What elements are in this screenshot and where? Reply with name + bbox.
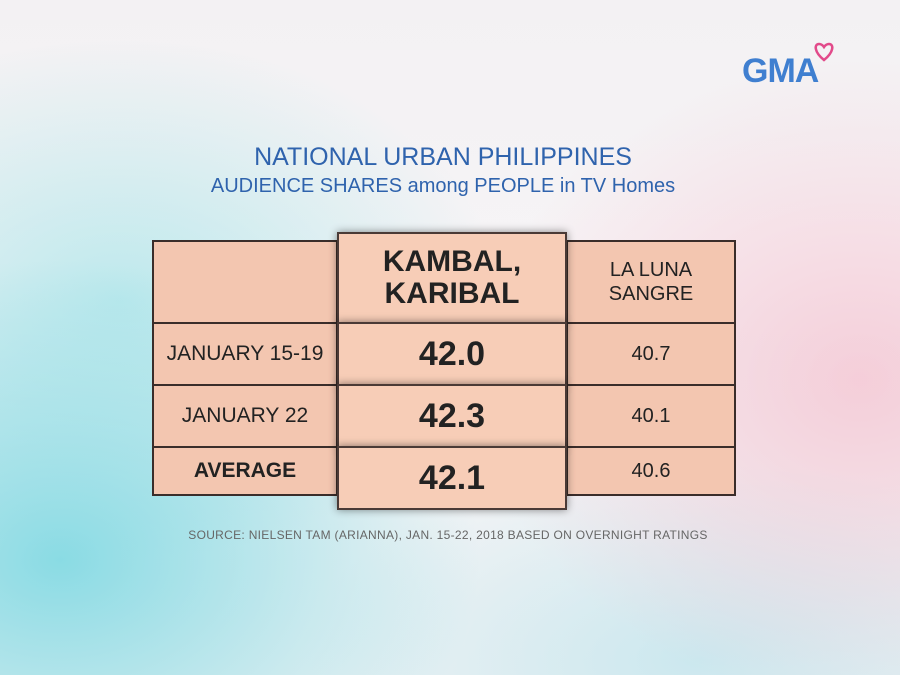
header-line: KARIBAL	[384, 277, 520, 310]
title: NATIONAL URBAN PHILIPPINES	[254, 143, 632, 171]
cell-text: 40.1	[631, 404, 671, 427]
cell-text: AVERAGE	[193, 459, 297, 482]
header-cell: KAMBAL, KARIBAL	[337, 232, 567, 324]
logo-heart	[814, 42, 834, 62]
source: SOURCE: NIELSEN TAM (ARIANNA), JAN. 15-2…	[188, 528, 708, 542]
value-cell: 40.7	[566, 322, 736, 386]
cell-text: JANUARY 22	[181, 404, 309, 427]
header-line: SANGRE	[608, 283, 694, 305]
subtitle: AUDIENCE SHARES among PEOPLE in TV Homes	[210, 175, 676, 197]
cell-text: 40.7	[631, 342, 671, 365]
header-line: LA LUNA	[609, 259, 693, 281]
logo: GMA	[742, 52, 819, 90]
row-label-cell: JANUARY 22	[152, 384, 338, 448]
cell-text: 42.1	[418, 458, 486, 497]
cell-text: 42.0	[418, 334, 486, 373]
value-cell: 40.6	[566, 446, 736, 496]
value-cell: 42.0	[337, 322, 567, 386]
header-corner	[152, 240, 338, 324]
value-cell: 42.3	[337, 384, 567, 448]
value-cell: 42.1	[337, 446, 567, 510]
header-cell: LA LUNA SANGRE	[566, 240, 736, 324]
row-label-cell: AVERAGE	[152, 446, 338, 496]
cell-text: 40.6	[631, 459, 671, 482]
cell-text: JANUARY 15-19	[166, 342, 324, 365]
value-cell: 40.1	[566, 384, 736, 448]
header-line: KAMBAL,	[382, 245, 522, 278]
row-label-cell: JANUARY 15-19	[152, 322, 338, 386]
cell-text: 42.3	[418, 396, 486, 435]
